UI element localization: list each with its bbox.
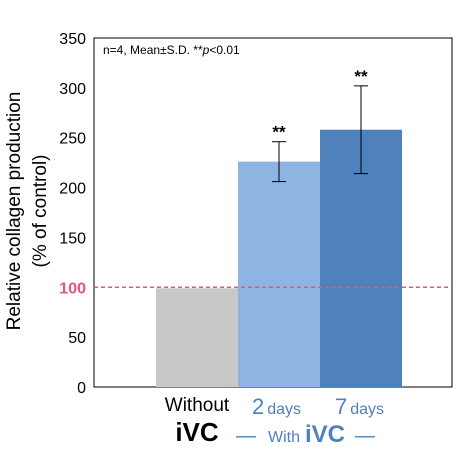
group-label-with-ivc: — With iVC — xyxy=(236,421,375,448)
y-tick-label: 200 xyxy=(59,181,86,198)
y-axis-label-line2: (% of control) xyxy=(30,155,51,268)
annotation-note: n=4, Mean±S.D. **p<0.01 xyxy=(103,43,240,57)
error-bars-group xyxy=(272,85,368,183)
x-label-ivc: iVC xyxy=(175,417,219,447)
x-label-7days: 7 days xyxy=(335,394,384,419)
x-category-labels: Without iVC 2 days 7 days — With iVC — xyxy=(165,394,384,448)
bar-2-days xyxy=(238,161,320,387)
bar-without-ivc xyxy=(156,288,238,387)
y-axis-label: Relative collagen production (% of contr… xyxy=(4,92,51,331)
y-tick-label: 150 xyxy=(59,230,86,247)
y-tick-labels: 0 50 100 150 200 250 300 350 xyxy=(59,31,86,397)
y-tick-label: 50 xyxy=(68,330,86,347)
x-label-without: Without xyxy=(165,395,230,416)
y-tick-label: 250 xyxy=(59,131,86,148)
y-tick-label: 0 xyxy=(77,380,86,397)
significance-marks: ** ** xyxy=(272,67,368,142)
y-tick-label: 350 xyxy=(59,31,86,48)
significance-mark: ** xyxy=(272,123,286,142)
y-axis-label-line1: Relative collagen production xyxy=(4,92,25,331)
error-bar xyxy=(354,85,368,175)
x-label-2days: 2 days xyxy=(252,394,301,419)
error-bar xyxy=(272,141,286,183)
y-tick-label: 100 xyxy=(59,280,86,297)
y-tick-label: 300 xyxy=(59,81,86,98)
significance-mark: ** xyxy=(354,67,368,86)
